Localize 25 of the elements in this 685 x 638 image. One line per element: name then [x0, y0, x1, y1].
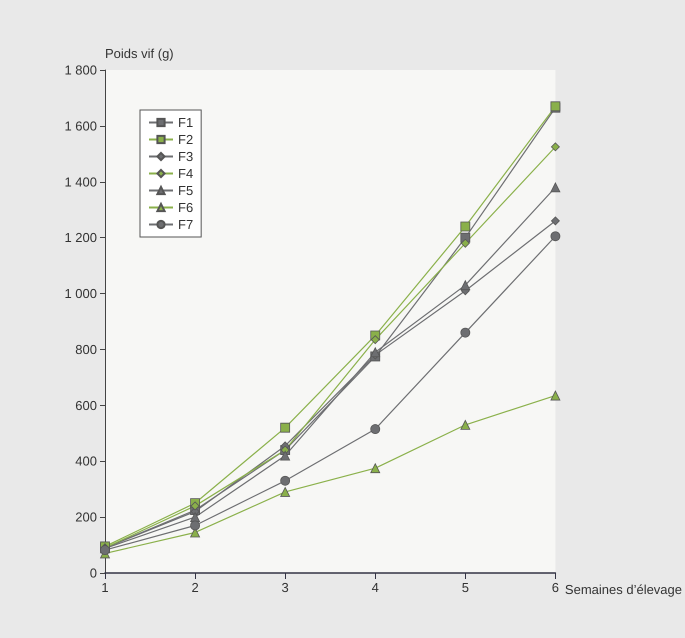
y-tick-label: 1 800	[64, 62, 97, 78]
x-tick-label: 6	[552, 580, 560, 595]
y-tick-label: 200	[75, 510, 97, 525]
legend-label: F4	[178, 166, 194, 181]
legend-label: F7	[178, 217, 194, 232]
legend-label: F6	[178, 200, 194, 215]
legend-label: F3	[178, 149, 194, 164]
legend-label: F1	[178, 115, 194, 130]
x-tick-label: 4	[372, 580, 379, 595]
y-tick-label: 1 200	[64, 230, 97, 246]
y-tick-label: 400	[75, 454, 97, 469]
x-tick-label: 1	[101, 580, 109, 595]
y-tick-label: 1 400	[64, 174, 97, 190]
x-axis-title: Semaines d’élevage	[564, 582, 682, 597]
x-tick-label: 5	[462, 580, 469, 595]
y-axis-title: Poids vif (g)	[105, 46, 174, 61]
x-tick-label: 2	[191, 580, 199, 595]
y-tick-label: 1 600	[64, 118, 97, 134]
y-tick-label: 0	[90, 566, 97, 580]
y-tick-label: 800	[75, 342, 97, 357]
y-tick-label: 600	[75, 398, 97, 413]
legend-label: F5	[178, 183, 194, 198]
y-tick-label: 1 000	[64, 286, 97, 302]
x-tick-label: 3	[282, 580, 289, 595]
legend-label: F2	[178, 132, 194, 147]
